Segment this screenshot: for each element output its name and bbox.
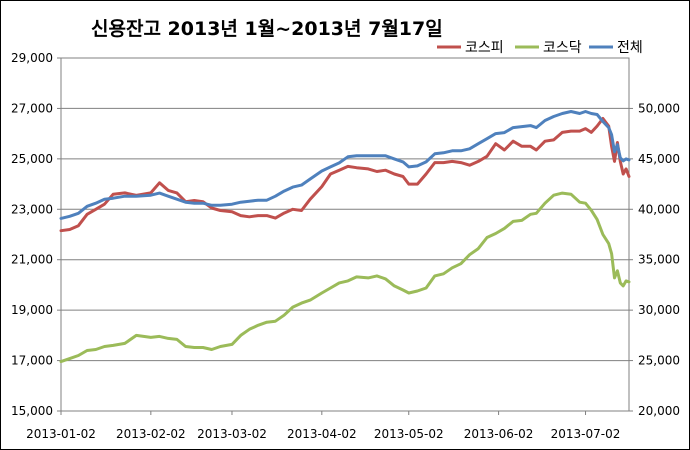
left-tick-label: 19,000 (11, 303, 53, 317)
chart-title: 신용잔고 2013년 1월~2013년 7월17일 (91, 18, 443, 40)
x-tick-label: 2013-04-02 (287, 427, 357, 441)
x-tick-label: 2013-02-02 (116, 427, 186, 441)
x-tick-label: 2013-07-02 (551, 427, 621, 441)
left-tick-label: 29,000 (11, 51, 53, 65)
legend: 코스피 코스닥 전체 (437, 40, 643, 56)
x-tick-label: 2013-03-02 (197, 427, 267, 441)
series-line-1 (59, 117, 631, 233)
x-axis: 2013-01-02 2013-02-02 2013-03-02 2013-04-02… (26, 411, 620, 441)
series-layer (59, 110, 631, 364)
right-tick-label: 50,000 (638, 101, 680, 115)
right-tick-label: 35,000 (638, 253, 680, 267)
left-tick-label: 27,000 (11, 101, 53, 115)
series-line-2 (59, 191, 631, 364)
series-line-3 (59, 110, 631, 220)
right-tick-label: 20,000 (638, 404, 680, 418)
right-tick-label: 25,000 (638, 354, 680, 368)
x-tick-label: 2013-05-02 (374, 427, 444, 441)
left-tick-label: 17,000 (11, 354, 53, 368)
right-tick-label: 45,000 (638, 152, 680, 166)
grid-layer (61, 107, 629, 362)
left-tick-label: 21,000 (11, 253, 53, 267)
x-tick-label: 2013-06-02 (464, 427, 534, 441)
left-axis: 15,000 17,000 19,000 21,000 23,000 25,000 27,0… (11, 51, 61, 418)
left-tick-label: 15,000 (11, 404, 53, 418)
left-tick-label: 25,000 (11, 152, 53, 166)
legend-label: 코스피 (465, 40, 504, 56)
legend-label: 전체 (617, 40, 643, 56)
plot-area (60, 57, 630, 412)
legend-label: 코스닥 (543, 40, 582, 56)
right-axis: 20,000 25,000 30,000 35,000 40,000 45,000 50,0… (629, 101, 680, 418)
left-tick-label: 23,000 (11, 202, 53, 216)
right-tick-label: 30,000 (638, 303, 680, 317)
right-tick-label: 40,000 (638, 202, 680, 216)
x-tick-label: 2013-01-02 (26, 427, 96, 441)
